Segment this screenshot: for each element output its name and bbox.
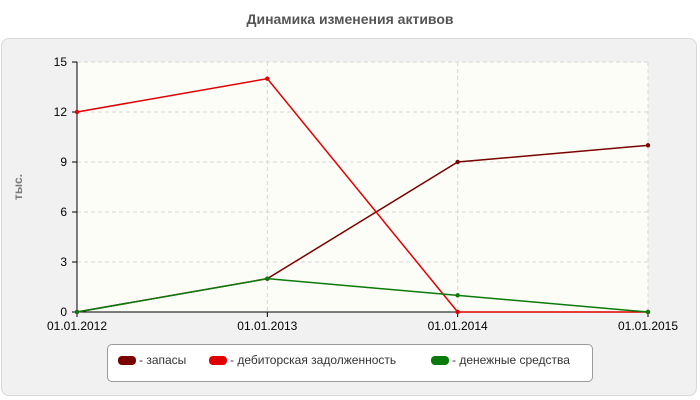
y-tick-label: 0 (60, 305, 67, 319)
data-point[interactable] (645, 143, 651, 148)
data-point[interactable] (265, 276, 270, 281)
y-tick-label: 12 (54, 105, 68, 119)
y-tick-label: 9 (60, 155, 67, 169)
plot-area (77, 62, 648, 312)
y-tick-label: 3 (60, 255, 67, 269)
x-tick-label: 01.01.2013 (237, 319, 297, 333)
legend: - запасы - дебиторская задолженность - д… (107, 344, 593, 382)
y-tick-label: 15 (54, 55, 68, 69)
legend-swatch (209, 355, 227, 365)
data-point[interactable] (645, 309, 651, 315)
x-tick-label: 01.01.2012 (47, 319, 107, 333)
y-tick-label: 6 (60, 205, 67, 219)
x-tick-label: 01.01.2014 (428, 319, 488, 333)
y-axis-label: тыс. (11, 174, 25, 200)
data-point[interactable] (455, 159, 460, 165)
legend-item-denezhnye[interactable]: - денежные средства (431, 353, 570, 367)
tick-labels: 0 3 6 9 12 15 01.01.2012 01.01.2013 01.01.2014 01… (47, 55, 678, 333)
series (74, 76, 651, 315)
legend-item-zapasy[interactable]: - запасы (118, 353, 186, 367)
legend-label: - денежные средства (452, 353, 570, 367)
data-point[interactable] (455, 309, 460, 315)
data-point[interactable] (74, 109, 80, 115)
data-point[interactable] (265, 76, 270, 81)
legend-item-debitorskaya[interactable]: - дебиторская задолженность (209, 353, 396, 367)
x-tick-label: 01.01.2015 (618, 319, 678, 333)
series-line (76, 77, 648, 313)
data-point[interactable] (74, 309, 80, 315)
legend-swatch (118, 355, 136, 365)
data-point[interactable] (455, 293, 460, 298)
legend-label: - запасы (139, 353, 187, 367)
legend-swatch (431, 355, 449, 365)
series-line (76, 277, 649, 313)
legend-label: - дебиторская задолженность (230, 353, 397, 367)
chart-title: Динамика изменения активов (246, 11, 454, 27)
